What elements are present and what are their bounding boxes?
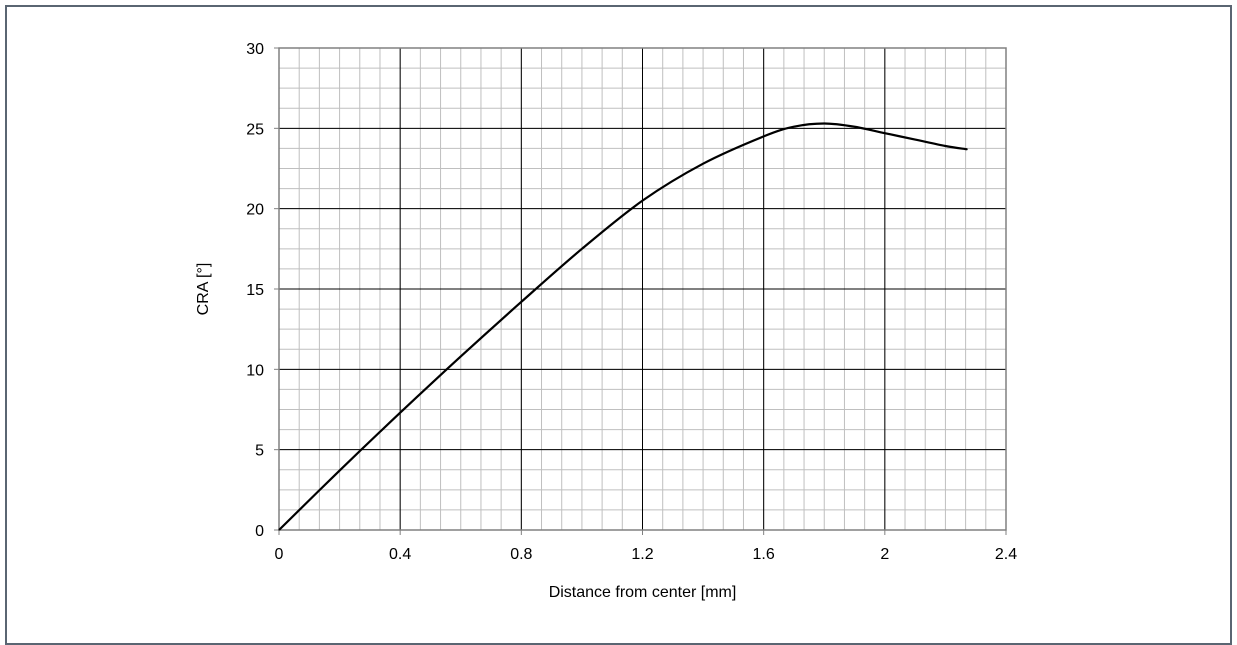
y-axis-title: CRA [°]: [195, 263, 212, 316]
y-tick-label: 10: [246, 362, 264, 379]
x-tick-label: 2.4: [995, 546, 1017, 563]
major-grid: [279, 48, 1006, 530]
y-tick-label: 15: [246, 282, 264, 299]
x-tick-label: 1.2: [631, 546, 653, 563]
x-tick-label: 1.6: [753, 546, 775, 563]
y-axis-ticks: 0 5 10 15 20 25 30: [246, 41, 279, 540]
series-line: [277, 122, 968, 532]
x-tick-label: 0.4: [389, 546, 411, 563]
y-tick-label: 20: [246, 202, 264, 219]
x-tick-label: 2: [880, 546, 889, 563]
y-tick-label: 5: [255, 443, 264, 460]
x-axis-title: Distance from center [mm]: [549, 584, 737, 601]
x-tick-label: 0.8: [510, 546, 532, 563]
series-layer: [277, 122, 968, 532]
y-tick-label: 30: [246, 41, 264, 58]
y-tick-label: 0: [255, 523, 264, 540]
line-chart: 0 5 10 15 20 25 30 0 0.4 0.8 1.2 1.6 2 2.4 Distance …: [195, 41, 1017, 601]
x-axis-ticks: 0 0.4 0.8 1.2 1.6 2 2.4: [275, 530, 1017, 563]
x-tick-label: 0: [275, 546, 284, 563]
y-tick-label: 25: [246, 121, 264, 138]
